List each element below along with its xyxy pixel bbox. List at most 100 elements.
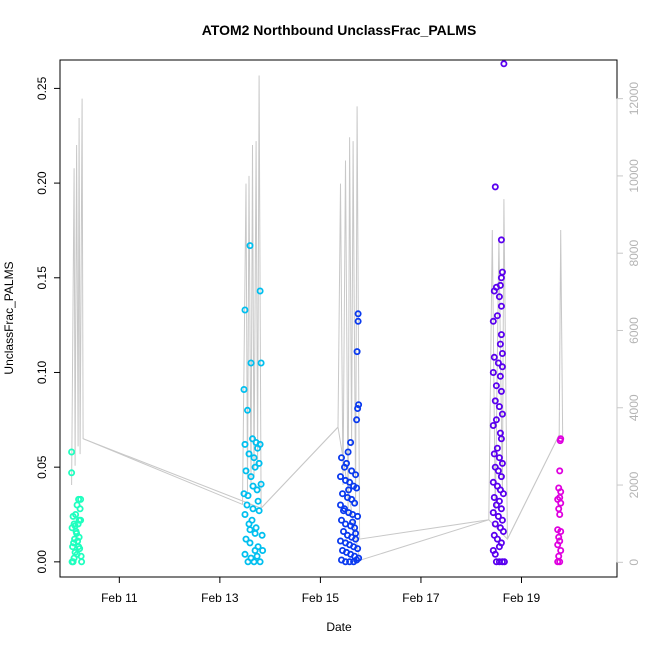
data-point-series-1: [68, 469, 76, 477]
data-point-series-3: [337, 454, 345, 462]
data-point-series-2: [250, 454, 258, 462]
data-point-series-4: [497, 236, 505, 244]
data-point-series-1: [68, 558, 76, 566]
data-point-series-2: [256, 287, 264, 295]
data-point-series-3: [345, 486, 353, 494]
x-tick-label: Feb 11: [101, 591, 138, 605]
data-point-series-1: [68, 448, 76, 456]
x-tick-label: Feb 17: [402, 591, 440, 605]
data-point-series-4: [496, 372, 504, 380]
data-point-series-3: [336, 473, 344, 481]
data-point-series-2: [241, 550, 249, 558]
data-point-series-4: [495, 403, 503, 411]
altitude-trace-line: [71, 75, 564, 540]
data-point-series-3: [338, 490, 346, 498]
data-point-series-4: [489, 478, 497, 486]
secondary-tick-label: 12000: [627, 82, 641, 116]
data-point-series-5: [557, 528, 565, 536]
data-point-series-2: [251, 529, 259, 537]
data-point-series-2: [257, 359, 265, 367]
data-point-series-4: [490, 493, 498, 501]
data-point-series-4: [489, 368, 497, 376]
data-point-series-4: [489, 317, 497, 325]
data-point-series-3: [352, 529, 360, 537]
data-point-series-4: [492, 382, 500, 390]
axes-layer: Feb 11 Feb 13 Feb 15 Feb 17 Feb 19 0.00 0.05 0.…: [35, 76, 641, 605]
data-point-series-2: [241, 440, 249, 448]
altitude-layer: [71, 75, 564, 562]
data-point-series-4: [499, 528, 507, 536]
transit-line: [82, 426, 560, 562]
data-point-series-3: [348, 467, 356, 475]
data-point-series-5: [555, 552, 563, 560]
data-point-series-5: [555, 505, 563, 513]
data-point-series-1: [77, 495, 85, 503]
data-point-series-5: [556, 467, 564, 475]
data-point-series-2: [255, 459, 263, 467]
data-point-series-2: [253, 552, 261, 560]
data-point-series-2: [256, 440, 264, 448]
data-point-series-4: [495, 543, 503, 551]
data-point-series-1: [73, 550, 81, 558]
data-point-series-1: [78, 558, 86, 566]
data-point-series-3: [353, 348, 361, 356]
data-point-series-4: [497, 505, 505, 513]
secondary-tick-label: 4000: [627, 394, 641, 421]
data-point-series-4: [490, 450, 498, 458]
data-point-series-4: [490, 287, 498, 295]
data-point-series-4: [491, 550, 499, 558]
data-point-series-4: [491, 183, 499, 191]
data-point-series-2: [248, 516, 256, 524]
data-point-series-4: [494, 467, 502, 475]
data-point-series-3: [354, 512, 362, 520]
data-point-series-2: [248, 435, 256, 443]
data-point-series-2: [250, 558, 258, 566]
data-point-series-2: [249, 505, 257, 513]
y-tick-label: 0.00: [35, 550, 49, 574]
data-point-series-1: [71, 522, 79, 530]
data-point-series-3: [352, 471, 360, 479]
data-point-series-2: [247, 473, 255, 481]
data-point-series-1: [73, 501, 81, 509]
data-point-series-3: [346, 478, 354, 486]
data-point-series-5: [557, 499, 565, 507]
data-point-series-5: [556, 510, 564, 518]
data-point-series-2: [244, 492, 252, 500]
data-point-series-4: [498, 268, 506, 276]
data-point-series-1: [69, 512, 77, 520]
y-tick-label: 0.20: [35, 171, 49, 195]
data-point-series-2: [251, 463, 259, 471]
y-tick-label: 0.15: [35, 266, 49, 290]
data-point-series-4: [491, 520, 499, 528]
data-point-series-4: [493, 312, 501, 320]
data-point-series-4: [494, 512, 502, 520]
data-point-series-2: [243, 406, 251, 414]
x-tick-label: Feb 19: [503, 591, 541, 605]
data-point-series-4: [490, 353, 498, 361]
data-point-series-2: [256, 558, 264, 566]
data-point-series-2: [245, 450, 253, 458]
data-point-series-3: [354, 310, 362, 318]
data-point-series-4: [497, 473, 505, 481]
data-point-series-3: [347, 438, 355, 446]
data-point-series-2: [251, 547, 259, 555]
data-point-series-2: [259, 547, 267, 555]
data-point-series-2: [252, 524, 260, 532]
data-point-series-2: [247, 359, 255, 367]
data-point-series-2: [243, 501, 251, 509]
x-axis-label: Date: [326, 620, 352, 634]
data-point-series-3: [354, 404, 362, 412]
data-point-series-4: [498, 349, 506, 357]
data-point-series-3: [340, 463, 348, 471]
data-point-series-4: [499, 490, 507, 498]
data-point-series-3: [339, 507, 347, 515]
data-point-series-4: [497, 387, 505, 395]
data-point-series-3: [339, 528, 347, 536]
data-point-series-5: [556, 437, 564, 445]
data-point-series-4: [498, 459, 506, 467]
data-point-series-3: [355, 401, 363, 409]
x-tick-label: Feb 15: [302, 591, 340, 605]
data-point-series-2: [241, 306, 249, 314]
data-point-series-4: [491, 397, 499, 405]
data-point-series-2: [242, 467, 250, 475]
